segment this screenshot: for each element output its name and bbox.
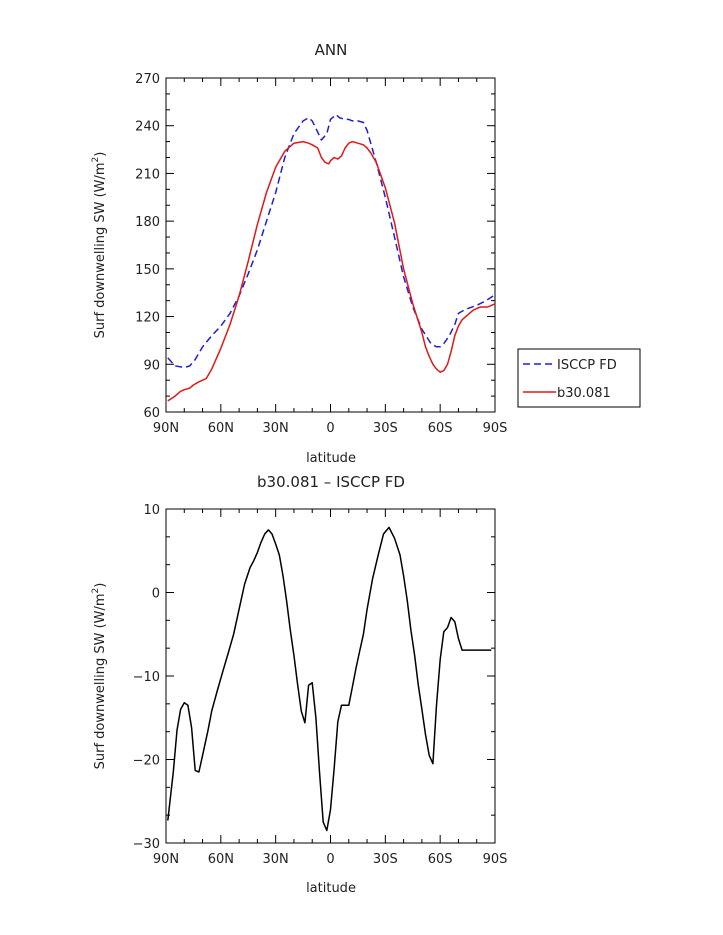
- x-tick-labels: 90N 60N 30N 0 30S 60S 90S: [153, 852, 508, 867]
- x-tick-label: 60N: [208, 421, 234, 436]
- tick-marks: [165, 508, 496, 844]
- series-group: [167, 526, 492, 832]
- y-axis-label-end: ): [93, 152, 108, 157]
- x-axis-label: latitude: [306, 881, 356, 896]
- x-tick-label: 30N: [263, 852, 289, 867]
- chart-panel-2: b30.081 – ISCCP FD 90N 60N 30N 0 30S 60S 90S −…: [91, 473, 507, 896]
- y-tick-label: −20: [133, 754, 160, 769]
- x-tick-label: 90S: [483, 852, 508, 867]
- y-tick-label: 150: [135, 263, 160, 278]
- series-line-isccp-fd: [167, 113, 494, 369]
- y-axis-label-end: ): [93, 583, 108, 588]
- x-tick-label: 30N: [263, 421, 289, 436]
- x-tick-label: 30S: [373, 852, 398, 867]
- y-tick-label: 270: [135, 72, 160, 87]
- y-axis-label-main: Surf downwelling SW (W/m: [93, 593, 108, 769]
- legend-label-isccp-fd: ISCCP FD: [557, 358, 617, 373]
- legend-label-b30-081: b30.081: [557, 386, 611, 401]
- chart-title: ANN: [315, 41, 348, 59]
- y-tick-labels: 60 90 120 150 180 210 240 270: [135, 72, 160, 421]
- y-tick-label: 90: [143, 358, 160, 373]
- legend-box: [517, 348, 641, 408]
- y-tick-label: −10: [133, 670, 160, 685]
- y-axis-label-main: Surf downwelling SW (W/m: [93, 162, 108, 338]
- x-tick-label: 90N: [153, 421, 179, 436]
- chart-panel-1: ANN 90N 60N 30N 0 30S 60S 90S 60 90 120 150 180 210…: [91, 41, 641, 466]
- y-axis-label-superscript: 2: [91, 588, 101, 594]
- x-axis-label: latitude: [306, 451, 356, 466]
- x-tick-label: 60S: [428, 852, 453, 867]
- x-tick-label: 60S: [428, 421, 453, 436]
- series-group: [167, 113, 496, 402]
- tick-marks: [165, 77, 496, 413]
- x-tick-label: 90S: [483, 421, 508, 436]
- y-tick-label: 120: [135, 311, 160, 326]
- x-tick-label: 0: [326, 421, 334, 436]
- x-tick-label: 30S: [373, 421, 398, 436]
- series-line-b30-081: [167, 140, 496, 402]
- chart-legend: ISCCP FD b30.081: [517, 348, 641, 408]
- y-tick-label: 60: [143, 406, 160, 421]
- x-tick-label: 0: [326, 852, 334, 867]
- y-axis-label-superscript: 2: [91, 157, 101, 163]
- y-axis-label: Surf downwelling SW (W/m2): [91, 583, 108, 770]
- x-tick-labels: 90N 60N 30N 0 30S 60S 90S: [153, 421, 508, 436]
- y-tick-label: 180: [135, 215, 160, 230]
- y-tick-label: −30: [133, 837, 160, 852]
- y-tick-label: 0: [152, 587, 160, 602]
- y-tick-label: 10: [143, 503, 160, 518]
- y-tick-label: 240: [135, 120, 160, 135]
- y-tick-labels: −30 −20 −10 0 10: [133, 503, 160, 852]
- y-axis-label: Surf downwelling SW (W/m2): [91, 152, 108, 339]
- x-tick-label: 90N: [153, 852, 179, 867]
- chart-title: b30.081 – ISCCP FD: [257, 473, 405, 491]
- x-tick-label: 60N: [208, 852, 234, 867]
- series-line-difference: [167, 526, 492, 832]
- y-tick-label: 210: [135, 167, 160, 182]
